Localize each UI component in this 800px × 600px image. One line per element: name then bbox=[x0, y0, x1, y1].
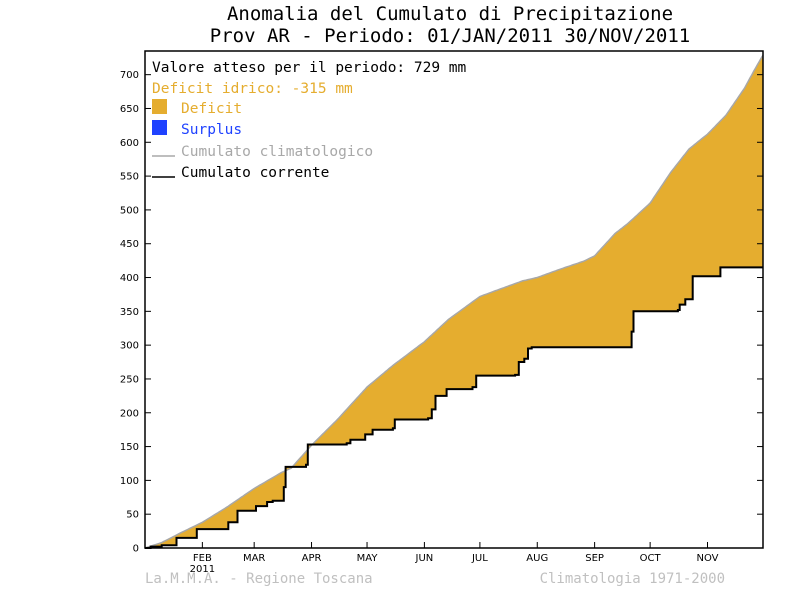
x-tick-label: AUG bbox=[526, 553, 548, 564]
footer-right: Climatologia 1971-2000 bbox=[540, 571, 725, 587]
y-tick-label: 700 bbox=[120, 70, 139, 81]
y-tick-label: 350 bbox=[120, 307, 139, 318]
y-tick-label: 150 bbox=[120, 442, 139, 453]
legend: Valore atteso per il periodo: 729 mm Def… bbox=[152, 60, 467, 181]
x-tick-label: MAY bbox=[357, 553, 379, 564]
y-tick-label: 100 bbox=[120, 476, 139, 487]
chart-subtitle: Prov AR - Periodo: 01/JAN/2011 30/NOV/20… bbox=[210, 25, 690, 47]
plot-area bbox=[144, 50, 764, 549]
y-tick-label: 550 bbox=[120, 172, 139, 183]
footer-left: La.M.M.A. - Regione Toscana bbox=[145, 571, 373, 587]
legend-label-surplus: Surplus bbox=[181, 122, 242, 138]
plot-frame bbox=[144, 50, 764, 549]
y-tick-label: 400 bbox=[120, 273, 139, 284]
x-tick-label: JUL bbox=[471, 553, 488, 564]
x-tick-label: MAR bbox=[243, 553, 265, 564]
legend-swatch-surplus bbox=[152, 120, 167, 135]
y-tick-label: 600 bbox=[120, 138, 139, 149]
y-tick-label: 450 bbox=[120, 239, 139, 250]
y-axis: 0 50 100 150 200 250 300 350 400 450 500 550 600 650 7… bbox=[120, 70, 763, 555]
legend-label-climatologico: Cumulato climatologico bbox=[181, 144, 373, 160]
y-tick-label: 200 bbox=[120, 408, 139, 419]
expected-annotation: Valore atteso per il periodo: 729 mm bbox=[152, 60, 467, 76]
y-tick-label: 50 bbox=[126, 510, 139, 521]
legend-label-deficit: Deficit bbox=[181, 101, 242, 117]
y-tick-label: 650 bbox=[120, 104, 139, 115]
legend-swatch-deficit bbox=[152, 99, 167, 114]
series-line-corrente bbox=[145, 266, 763, 549]
series-line-climatologico bbox=[144, 54, 764, 549]
x-tick-label: SEP bbox=[585, 553, 604, 564]
deficit-annotation: Deficit idrico: -315 mm bbox=[152, 81, 353, 97]
x-tick-label: APR bbox=[302, 553, 322, 564]
legend-label-corrente: Cumulato corrente bbox=[181, 165, 329, 181]
y-tick-label: 300 bbox=[120, 341, 139, 352]
x-tick-label: FEB bbox=[193, 553, 212, 564]
y-tick-label: 500 bbox=[120, 205, 139, 216]
y-tick-label: 250 bbox=[120, 374, 139, 385]
y-tick-label: 0 bbox=[133, 544, 139, 555]
x-tick-label: JUN bbox=[415, 553, 434, 564]
x-tick-label: NOV bbox=[696, 553, 718, 564]
x-tick-sublabel: 2011 bbox=[190, 564, 215, 575]
deficit-area bbox=[145, 55, 763, 548]
x-tick-label: OCT bbox=[640, 553, 662, 564]
chart-title: Anomalia del Cumulato di Precipitazione bbox=[227, 3, 673, 25]
